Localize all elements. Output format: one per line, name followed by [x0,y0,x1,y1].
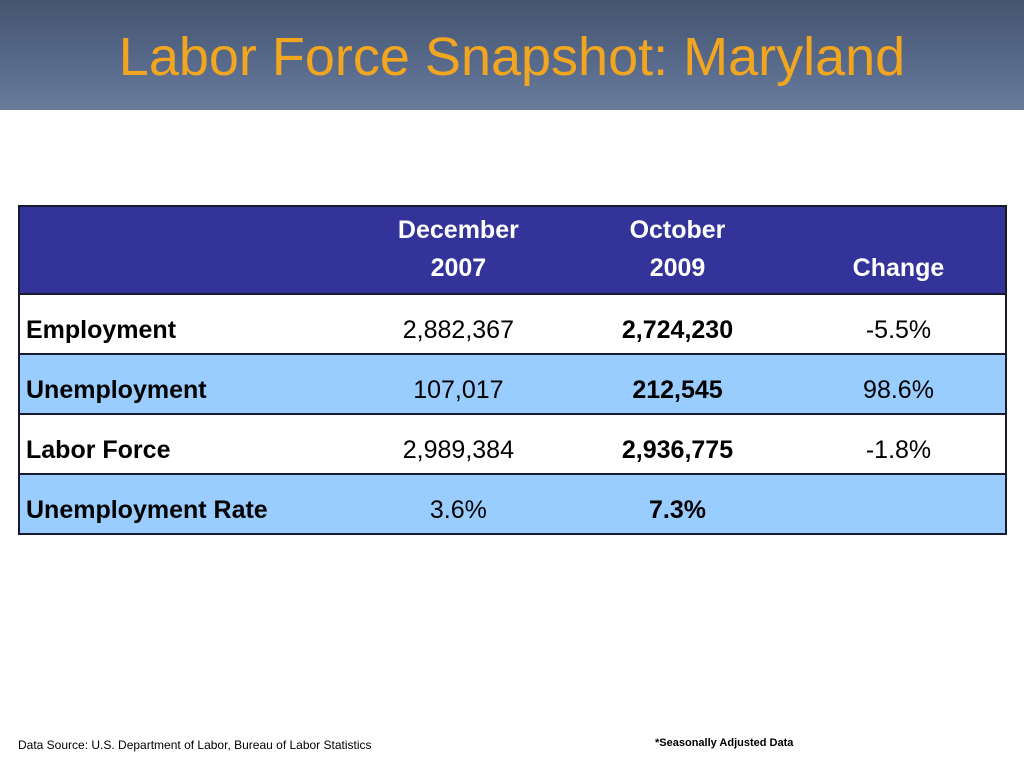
header-october-line2: 2009 [649,254,706,282]
cell-dec2007: 2,989,384 [402,436,514,464]
cell-change: -1.8% [865,436,932,464]
header-change: Change [852,254,945,282]
row-label: Unemployment Rate [26,496,268,524]
labor-force-table: December 2007 October 2009 Change Employ… [18,205,1007,535]
header-december-line2: 2007 [430,254,487,282]
header-december-2007: December 2007 [354,206,563,294]
cell-oct2009: 2,936,775 [621,436,734,464]
data-source-note: Data Source: U.S. Department of Labor, B… [18,738,372,752]
table-row-unemployment-rate: Unemployment Rate 3.6% 7.3% [19,474,1006,534]
header-october-line1: October [629,216,726,244]
row-label: Labor Force [26,436,171,464]
cell-change: 98.6% [863,376,934,404]
row-label: Employment [26,316,177,344]
table-row-unemployment: Unemployment 107,017 212,545 98.6% [19,354,1006,414]
cell-change [792,474,1006,534]
row-label: Unemployment [26,376,207,404]
header-december-line1: December [397,216,519,244]
cell-dec2007: 3.6% [429,496,487,524]
cell-change: -5.5% [865,316,932,344]
cell-dec2007: 107,017 [413,376,504,404]
header-october-2009: October 2009 [563,206,792,294]
table-header-row: December 2007 October 2009 Change [19,206,1006,294]
header-label [19,206,354,294]
title-bar [0,0,1024,110]
table-row-labor-force: Labor Force 2,989,384 2,936,775 -1.8% [19,414,1006,474]
slide-title: Labor Force Snapshot: Maryland [118,27,906,87]
cell-oct2009: 7.3% [649,496,706,524]
cell-dec2007: 2,882,367 [402,316,514,344]
seasonally-adjusted-note: *Seasonally Adjusted Data [655,737,794,749]
cell-oct2009: 212,545 [632,376,723,404]
cell-oct2009: 2,724,230 [621,316,734,344]
table-row-employment: Employment 2,882,367 2,724,230 -5.5% [19,294,1006,354]
